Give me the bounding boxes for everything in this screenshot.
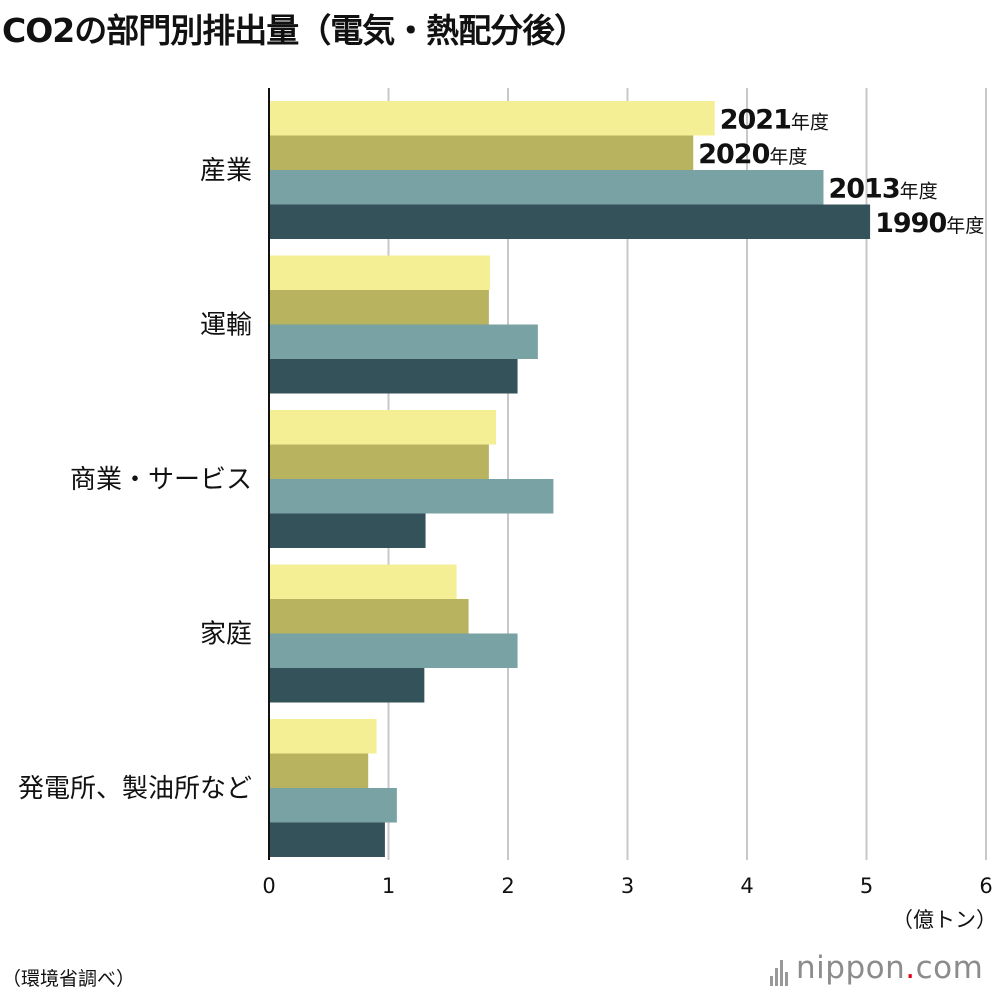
x-tick-label-0: 0: [262, 874, 275, 898]
x-tick-label-5: 5: [860, 874, 873, 898]
category-label-3: 家庭: [200, 620, 252, 650]
series-label-year: 2020: [698, 139, 769, 170]
series-label-suffix: 年度: [946, 215, 984, 237]
bar-2021-1: [269, 255, 491, 290]
bar-2013-4: [269, 788, 397, 823]
bar-2020-1: [269, 290, 489, 325]
source-note: （環境省調べ）: [2, 968, 136, 990]
series-label-2021: 2021年度: [720, 104, 829, 135]
bar-1990-3: [269, 668, 425, 703]
x-tick-label-1: 1: [382, 874, 395, 898]
bar-1990-2: [269, 513, 426, 548]
logo-bars-icon: [770, 960, 792, 986]
nippon-logo[interactable]: nippon.com: [770, 950, 996, 992]
bar-2021-4: [269, 719, 377, 754]
category-label-4: 発電所、製油所など: [18, 774, 252, 804]
bar-2013-3: [269, 633, 518, 668]
x-tick-label-4: 4: [740, 874, 753, 898]
category-label-0: 産業: [200, 156, 252, 186]
series-label-1990: 1990年度: [875, 208, 984, 239]
bar-2021-2: [269, 410, 497, 445]
x-tick-label-6: 6: [979, 874, 992, 898]
x-unit-label: （億トン）: [892, 908, 997, 932]
series-label-year: 2013: [828, 173, 899, 204]
series-label-year: 1990: [875, 208, 946, 239]
category-label-1: 運輸: [200, 311, 252, 341]
series-label-suffix: 年度: [769, 146, 807, 168]
bar-2013-1: [269, 324, 538, 359]
series-label-suffix: 年度: [900, 180, 938, 202]
series-label-suffix: 年度: [791, 111, 829, 133]
chart-title: CO2の部門別排出量（電気・熱配分後）: [2, 11, 587, 50]
logo-wordmark: nippon.com: [796, 950, 983, 986]
logo-text-tld: com: [915, 950, 984, 986]
bar-2013-2: [269, 479, 554, 514]
x-tick-label-2: 2: [501, 874, 514, 898]
x-tick-label-3: 3: [621, 874, 634, 898]
logo-dot: .: [905, 950, 916, 986]
bar-2020-0: [269, 135, 694, 170]
series-label-2020: 2020年度: [698, 139, 807, 170]
series-label-2013: 2013年度: [828, 173, 937, 204]
bar-2021-3: [269, 564, 457, 599]
bar-2020-3: [269, 599, 469, 634]
category-label-2: 商業・サービス: [70, 465, 252, 495]
bar-1990-1: [269, 359, 518, 394]
bar-2013-0: [269, 170, 824, 205]
bar-1990-0: [269, 204, 871, 239]
series-label-year: 2021: [720, 104, 791, 135]
bar-2020-2: [269, 444, 489, 479]
logo-text-main: nippon: [796, 950, 906, 986]
bar-1990-4: [269, 822, 385, 857]
labels: 0 1 2 3 4 5 6（億トン）2021年度2020年度2013年度1990年度産業運輸…: [18, 104, 997, 932]
bars: [269, 101, 871, 857]
bar-2020-4: [269, 753, 369, 788]
bar-2021-0: [269, 101, 715, 136]
